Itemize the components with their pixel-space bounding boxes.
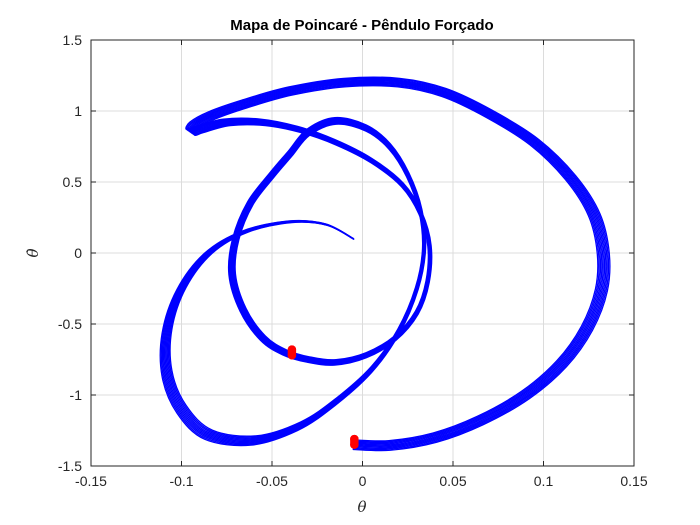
y-tick-label: 0.5 — [63, 174, 83, 190]
x-tick-label: 0.1 — [534, 473, 554, 489]
y-tick-label: -1 — [70, 387, 83, 403]
trajectory-line — [159, 76, 611, 452]
x-tick-label: 0.05 — [439, 473, 466, 489]
poincare-points — [287, 345, 359, 449]
x-tick-label: 0.15 — [620, 473, 647, 489]
y-tick-label: 1.5 — [63, 32, 83, 48]
x-axis-label: θ — [357, 498, 366, 516]
trajectory-series — [159, 76, 611, 452]
y-axis-label: θ̇ — [24, 248, 42, 257]
x-tick-label: -0.05 — [256, 473, 288, 489]
y-tick-label: -0.5 — [58, 316, 82, 332]
y-tick-label: 1 — [74, 103, 82, 119]
x-tick-label: 0 — [359, 473, 367, 489]
y-tick-label: -1.5 — [58, 458, 82, 474]
x-axis: -0.15 -0.1 -0.05 0 0.05 0.1 0.15 — [75, 40, 648, 489]
chart-title: Mapa de Poincaré - Pêndulo Forçado — [230, 17, 493, 34]
x-tick-label: -0.1 — [169, 473, 193, 489]
y-axis: -1.5 -1 -0.5 0 0.5 1 1.5 — [58, 32, 634, 474]
y-tick-label: 0 — [74, 245, 82, 261]
x-tick-label: -0.15 — [75, 473, 107, 489]
